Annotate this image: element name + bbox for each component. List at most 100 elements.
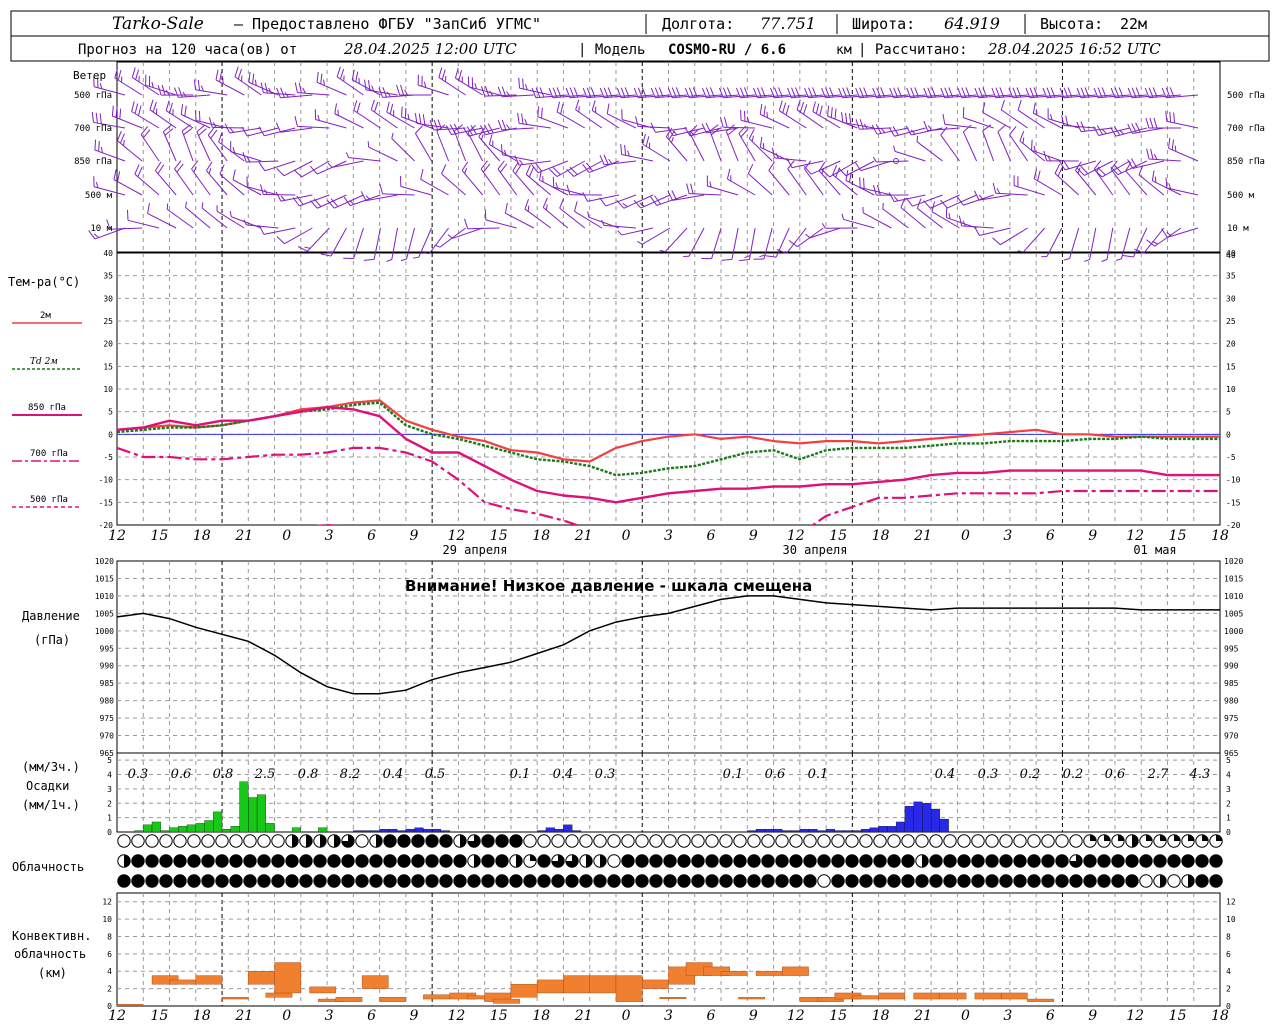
wind-barb-flag <box>863 178 865 189</box>
cloud-symbol <box>1097 874 1111 888</box>
wind-barb-flag <box>241 126 248 137</box>
cloud-symbol <box>1111 854 1125 868</box>
wind-barb-flag <box>420 169 424 180</box>
wind-barb-flag <box>996 188 1001 194</box>
wind-barb-flag <box>893 145 896 152</box>
precip-bar <box>852 830 862 833</box>
wind-barb-flag <box>812 87 817 98</box>
wind-barb-flag <box>641 87 647 98</box>
wind-barb-shaft <box>832 174 858 196</box>
wind-barb-flag <box>527 205 530 212</box>
precip-bar <box>799 828 809 833</box>
wind-barb-shaft <box>165 110 194 129</box>
wind-barb-shaft <box>400 185 432 196</box>
wind-barb-flag <box>841 213 845 220</box>
wind-barb-shaft <box>779 110 807 129</box>
temp-legend-label: 850 гПа <box>28 403 66 413</box>
wind-barb-flag <box>463 218 469 229</box>
pressure-tick-right: 990 <box>1224 662 1239 671</box>
wind-barb-flag <box>775 152 779 159</box>
cloud-symbol <box>971 854 985 868</box>
cloud-symbol <box>957 854 971 868</box>
conv-tick-right: 4 <box>1226 967 1231 976</box>
wind-barb-flag <box>1165 87 1171 98</box>
wind-barb-flag <box>487 123 494 134</box>
wind-barb-flag <box>927 87 933 98</box>
wind-barb-flag <box>95 112 98 124</box>
precip-bar <box>895 821 906 833</box>
wind-barb-flag <box>759 254 766 258</box>
wind-barb-shaft <box>574 210 603 229</box>
pressure-tick-left: 980 <box>100 697 115 706</box>
wind-barb-shaft <box>263 193 296 196</box>
wind-barb-shaft <box>707 185 739 196</box>
wind-barb-shaft <box>155 170 177 196</box>
wind-barb-flag <box>197 80 201 91</box>
temp-tick-label-right: 20 <box>1226 340 1236 349</box>
wind-barb-flag <box>499 163 508 173</box>
precip-bar <box>431 828 442 833</box>
temp-series-line <box>117 399 1220 463</box>
cloud-fill <box>1174 834 1181 841</box>
wind-barb-shaft <box>336 76 364 96</box>
temp-tick-label-right: -15 <box>1226 498 1241 507</box>
wind-barb-flag <box>137 166 143 177</box>
wind-barb-flag <box>973 226 980 236</box>
hour-label-bottom: 18 <box>532 1008 550 1024</box>
cloud-symbol <box>943 854 957 868</box>
precip-bar <box>545 827 555 833</box>
cloud-fill <box>1132 834 1139 848</box>
temp-tick-label-right: -10 <box>1226 476 1241 485</box>
wind-barb-shaft <box>604 224 636 229</box>
wind-barb-flag <box>599 87 605 98</box>
cloud-symbol <box>201 874 215 888</box>
wind-barb-shaft <box>1031 149 1062 162</box>
conv-tick-right: 2 <box>1226 985 1231 994</box>
wind-barb-flag <box>863 123 868 130</box>
precip-unit-3h: (мм/3ч.) <box>22 760 80 774</box>
wind-barb-flag <box>339 68 345 80</box>
conv-tick-left: 2 <box>107 985 112 994</box>
wind-barb-shaft <box>315 119 347 129</box>
wind-barb-flag <box>1166 231 1172 237</box>
wind-barb-flag <box>765 255 777 258</box>
wind-barb-flag <box>906 87 912 98</box>
wind-barb-flag <box>735 87 741 98</box>
wind-barb-shaft <box>370 109 398 129</box>
cloud-symbol <box>243 874 257 888</box>
wind-barb-flag <box>506 91 511 97</box>
wind-barb-flag <box>650 87 656 98</box>
wind-barb-flag <box>519 159 524 165</box>
precip-bar <box>186 824 196 833</box>
cloud-symbol <box>733 834 747 848</box>
cloud-symbol <box>495 834 509 848</box>
wind-barb-shaft <box>264 127 296 137</box>
cloud-symbol <box>719 834 733 848</box>
cloud-symbol <box>607 834 621 848</box>
hour-label-temp: 12 <box>1126 528 1144 544</box>
cloud-symbol <box>733 854 747 868</box>
wind-barb-shaft <box>284 227 313 245</box>
wind-barb-flag <box>1135 122 1141 133</box>
altitude-value: 22м <box>1120 15 1147 33</box>
precip-total-label: 0.8 <box>213 767 234 782</box>
wind-barb-flag <box>961 87 967 98</box>
wind-barb-flag <box>759 136 763 148</box>
wind-barb-flag <box>525 164 531 175</box>
wind-barb-shaft <box>452 227 483 239</box>
wind-barb-flag <box>753 87 758 98</box>
wind-barb-flag <box>1084 87 1090 98</box>
wind-barb-shaft <box>845 179 875 196</box>
wind-barb-flag <box>116 171 121 182</box>
wind-barb-shaft <box>860 160 892 172</box>
wind-barb-shaft <box>331 160 364 168</box>
precip-total-label: 0.1 <box>723 767 744 782</box>
hour-label-temp: 15 <box>490 528 508 544</box>
cloud-symbol <box>929 854 943 868</box>
wind-barb-shaft <box>93 86 126 96</box>
wind-barb-flag <box>503 149 507 156</box>
cloud-symbol <box>887 834 901 848</box>
wind-barb-flag <box>804 87 809 98</box>
wind-barbs <box>88 66 1199 263</box>
precip-total-label: 0.4 <box>935 767 956 782</box>
